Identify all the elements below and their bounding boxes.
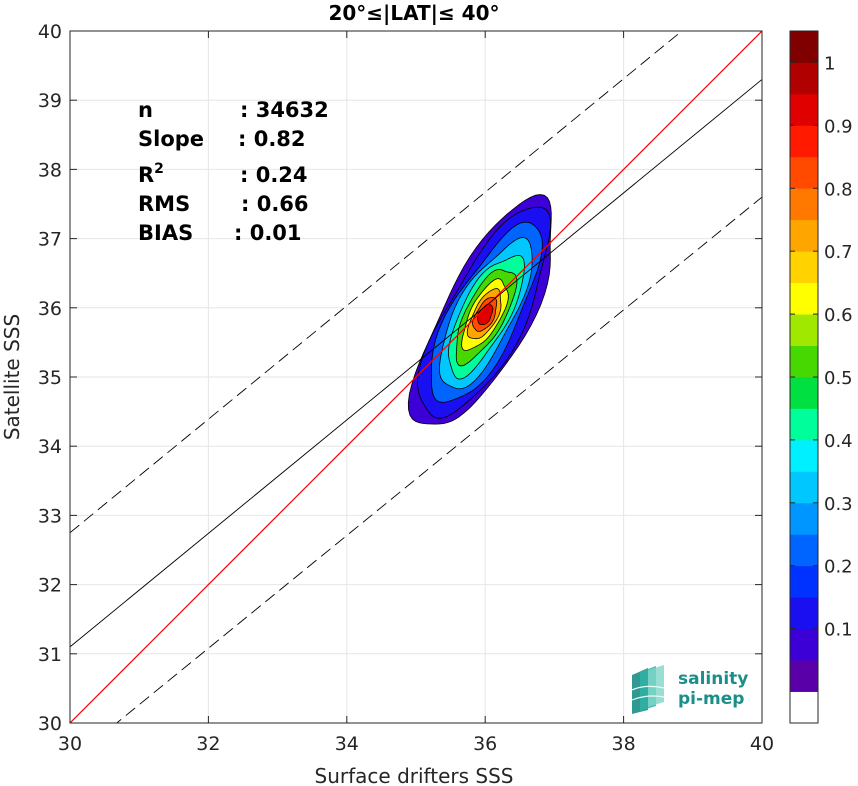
colorbar-tick-label: 0.8 bbox=[824, 179, 853, 200]
x-tick-label: 40 bbox=[750, 733, 774, 755]
y-tick-label: 31 bbox=[38, 644, 62, 666]
density-contours bbox=[407, 194, 552, 425]
colorbar-segment bbox=[790, 565, 818, 598]
colorbar-segment bbox=[790, 377, 818, 409]
grid bbox=[69, 30, 763, 724]
y-tick-label: 33 bbox=[38, 505, 62, 527]
y-tick-label: 32 bbox=[38, 575, 62, 597]
colorbar-segment bbox=[790, 219, 818, 252]
reference-lines bbox=[70, 31, 762, 723]
y-axis-label: Satellite SSS bbox=[0, 314, 24, 440]
chart-title: 20°≤|LAT|≤ 40° bbox=[328, 1, 499, 25]
colorbar-tick-label: 1 bbox=[824, 53, 835, 74]
y-tick-label: 37 bbox=[38, 229, 62, 251]
colorbar-segment bbox=[790, 691, 818, 724]
stat-label: BIAS bbox=[138, 221, 193, 245]
colorbar-segment bbox=[790, 660, 818, 692]
colorbar-segment bbox=[790, 188, 818, 221]
y-tick-label: 34 bbox=[38, 436, 62, 458]
colorbar-segment bbox=[790, 534, 818, 567]
axis-ticks: 30 32 34 36 38 40 30 31 32 33 34 35 36 37 38 39 40 bbox=[38, 21, 774, 755]
colorbar-segment bbox=[790, 314, 818, 346]
colorbar-segment bbox=[790, 156, 818, 189]
colorbar-tick-label: 0.1 bbox=[824, 620, 853, 641]
colorbar-segment bbox=[790, 125, 818, 158]
colorbar-tick-label: 0.2 bbox=[824, 557, 853, 578]
stat-label-superscript: 2 bbox=[154, 161, 164, 177]
stat-value: : 0.82 bbox=[238, 127, 306, 151]
colorbar-tick-label: 0.3 bbox=[824, 494, 853, 515]
stat-value: : 0.01 bbox=[234, 221, 302, 245]
y-tick-label: 35 bbox=[38, 367, 62, 389]
colorbar-segment bbox=[790, 251, 818, 284]
x-tick-label: 36 bbox=[473, 733, 497, 755]
line-upper bbox=[70, 31, 683, 534]
y-tick-label: 39 bbox=[38, 90, 62, 112]
x-tick-label: 38 bbox=[612, 733, 636, 755]
colorbar-segment bbox=[790, 345, 818, 378]
colorbar-segment bbox=[790, 597, 818, 630]
x-axis-label: Surface drifters SSS bbox=[315, 764, 514, 786]
y-tick-label: 38 bbox=[38, 159, 62, 181]
colorbar-tick-label: 0.5 bbox=[824, 368, 853, 389]
x-tick-label: 34 bbox=[335, 733, 359, 755]
stat-label: Slope bbox=[138, 127, 204, 151]
y-tick-label: 36 bbox=[38, 298, 62, 320]
line-lower bbox=[115, 196, 762, 723]
colorbar-tick-label: 0.9 bbox=[824, 116, 853, 137]
colorbar-segment bbox=[790, 31, 818, 63]
x-tick-label: 30 bbox=[58, 733, 82, 755]
colorbar-segment bbox=[790, 62, 818, 95]
x-tick-label: 32 bbox=[196, 733, 220, 755]
colorbar: 0.1 0.2 0.3 0.4 0.5 0.6 0.7 0.8 0.9 1 bbox=[789, 30, 853, 724]
colorbar-segment bbox=[790, 282, 818, 315]
y-tick-label: 30 bbox=[38, 713, 62, 735]
y-tick-label: 40 bbox=[38, 21, 62, 43]
colorbar-tick-label: 0.6 bbox=[824, 305, 853, 326]
colorbar-tick-label: 0.4 bbox=[824, 431, 853, 452]
logo: salinity pi-mep bbox=[631, 665, 748, 714]
colorbar-tick-label: 0.7 bbox=[824, 242, 853, 263]
stat-value: : 34632 bbox=[240, 98, 329, 122]
line-fit bbox=[70, 79, 762, 648]
colorbar-segment bbox=[790, 408, 818, 441]
stat-label: RMS bbox=[138, 192, 190, 216]
colorbar-segment bbox=[790, 628, 818, 661]
logo-text-line2: pi-mep bbox=[678, 689, 744, 709]
line-1:1 bbox=[70, 31, 762, 723]
stat-value: : 0.66 bbox=[241, 192, 309, 216]
colorbar-segment bbox=[790, 471, 818, 504]
stat-label: n bbox=[138, 98, 153, 122]
logo-waves-icon bbox=[631, 665, 665, 714]
colorbar-segment bbox=[790, 502, 818, 535]
colorbar-segment bbox=[790, 93, 818, 126]
stat-value: : 0.24 bbox=[240, 163, 308, 187]
colorbar-segment bbox=[790, 439, 818, 472]
logo-text-line1: salinity bbox=[678, 669, 748, 689]
